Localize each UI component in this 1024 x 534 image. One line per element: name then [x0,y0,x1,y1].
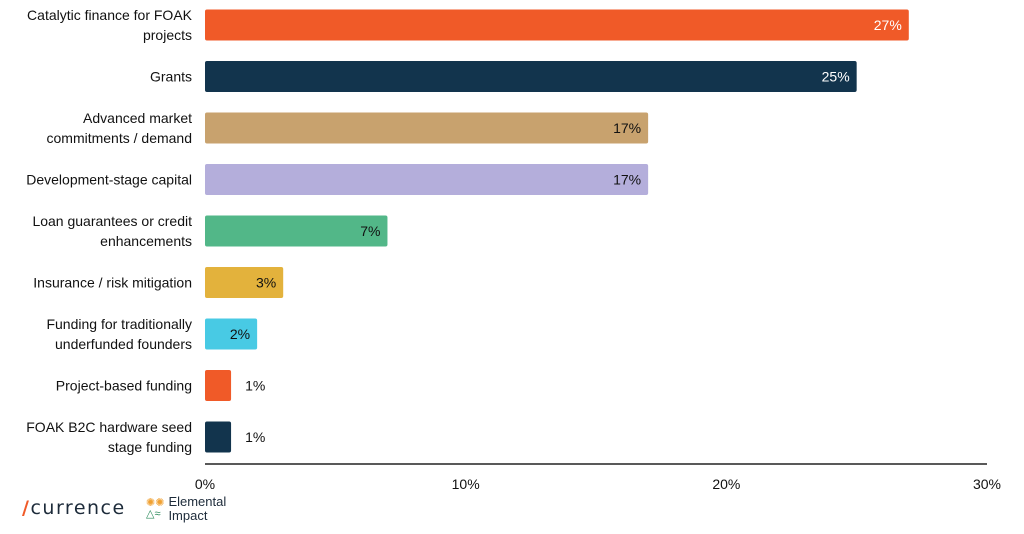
currence-logo: /currence [22,497,126,519]
currence-logo-text: currence [30,497,126,519]
bar-4 [205,215,388,247]
category-label-8: FOAK B2C hardware seed stage funding [26,419,192,455]
bar-chart: Catalytic finance for FOAK projects Grants… [26,7,1001,490]
bar-3 [205,164,649,195]
value-label-4: 7% [360,223,380,239]
category-label-5: Insurance / risk mitigation [33,275,192,291]
category-label-4: Loan guarantees or credit enhancements [32,213,192,249]
value-label-7: 1% [245,378,265,394]
value-label-1: 25% [822,69,850,85]
x-tick-label-3: 30% [973,476,1001,490]
value-label-0: 27% [874,17,902,33]
value-label-6: 2% [230,326,250,342]
category-label-2: Advanced market commitments / demand [47,110,193,146]
x-tick-label-0: 0% [195,476,215,490]
bar-5 [205,267,284,298]
value-label-3: 17% [613,172,641,188]
bar-2 [205,112,649,144]
value-label-8: 1% [245,429,265,445]
x-tick-label-2: 20% [712,476,740,490]
category-labels-group: Catalytic finance for FOAK projects Grants… [26,7,192,455]
bar-7 [205,370,232,401]
elemental-impact-icon: ✺✺ △≈ [146,497,165,520]
bar-8 [205,421,232,453]
category-label-0: Catalytic finance for FOAK projects [27,7,193,43]
value-label-2: 17% [613,120,641,136]
bar-6 [205,318,258,350]
bar-1 [205,61,857,92]
category-label-6: Funding for traditionally underfunded fou… [46,316,192,352]
elemental-impact-logo: ✺✺ △≈ Elemental Impact [146,495,226,523]
value-label-5: 3% [256,275,276,291]
category-label-3: Development-stage capital [26,172,192,188]
value-labels-group: 27% 25% 17% 17% 7% 3% 2% 1% 1% [230,17,902,445]
bar-0 [205,9,909,41]
category-label-1: Grants [150,69,192,85]
category-label-7: Project-based funding [56,378,192,394]
x-tick-label-1: 10% [452,476,480,490]
currence-bolt-icon: / [22,497,31,519]
bars-group [205,9,909,453]
elemental-impact-line2: Impact [168,508,208,523]
elemental-impact-line1: Elemental [168,494,227,509]
x-tick-labels-group: 0% 10% 20% 30% [195,476,1001,490]
